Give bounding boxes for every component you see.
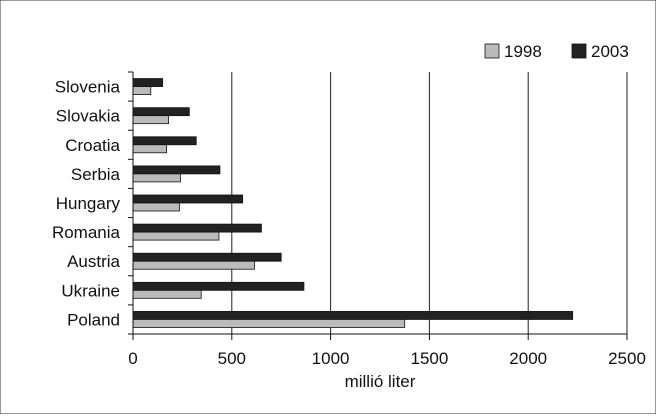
bar-1998-romania (132, 231, 220, 241)
x-tick-label: 500 (218, 349, 246, 368)
bar-1998-serbia (132, 173, 181, 183)
category-label: Serbia (71, 165, 121, 184)
bar-2003-hungary (132, 194, 244, 204)
category-label: Slovenia (55, 78, 121, 97)
x-axis-label: millió liter (345, 372, 416, 391)
x-tick-label: 1500 (410, 349, 448, 368)
legend-swatch-2003 (571, 43, 587, 59)
category-label: Hungary (56, 194, 121, 213)
bar-1998-slovenia (132, 86, 152, 95)
bar-2003-slovakia (132, 107, 190, 117)
bar-1998-croatia (132, 144, 167, 154)
category-label: Romania (52, 223, 121, 242)
legend-label-2003: 2003 (591, 42, 629, 61)
legend-label-1998: 1998 (504, 42, 542, 61)
category-label: Croatia (65, 136, 120, 155)
bar-1998-ukraine (132, 289, 202, 299)
category-label: Austria (67, 252, 120, 271)
bar-2003-ukraine (132, 281, 305, 291)
bar-2003-croatia (132, 136, 197, 146)
x-axis-ticks: 0 500 1000 1500 2000 2500 (128, 334, 646, 368)
bars (132, 78, 574, 328)
legend-swatch-1998 (484, 43, 500, 59)
bar-2003-romania (132, 223, 262, 233)
bar-2003-poland (132, 311, 574, 320)
bar-1998-slovakia (132, 115, 169, 125)
axes (132, 72, 627, 335)
x-tick-label: 2500 (608, 349, 646, 368)
bar-1998-poland (132, 319, 406, 328)
y-axis-labels: Slovenia Slovakia Croatia Serbia Hungary Roma… (52, 71, 133, 335)
bar-1998-hungary (132, 202, 180, 212)
category-label: Slovakia (56, 107, 121, 126)
bar-1998-austria (132, 260, 255, 270)
bar-2003-austria (132, 252, 282, 262)
legend: 1998 2003 (484, 42, 629, 61)
x-tick-label: 1000 (312, 349, 350, 368)
category-label: Ukraine (61, 281, 120, 300)
bar-2003-serbia (132, 165, 221, 175)
x-tick-label: 0 (128, 349, 137, 368)
bar-2003-slovenia (132, 78, 164, 87)
x-tick-label: 2000 (509, 349, 547, 368)
category-label: Poland (67, 310, 120, 329)
